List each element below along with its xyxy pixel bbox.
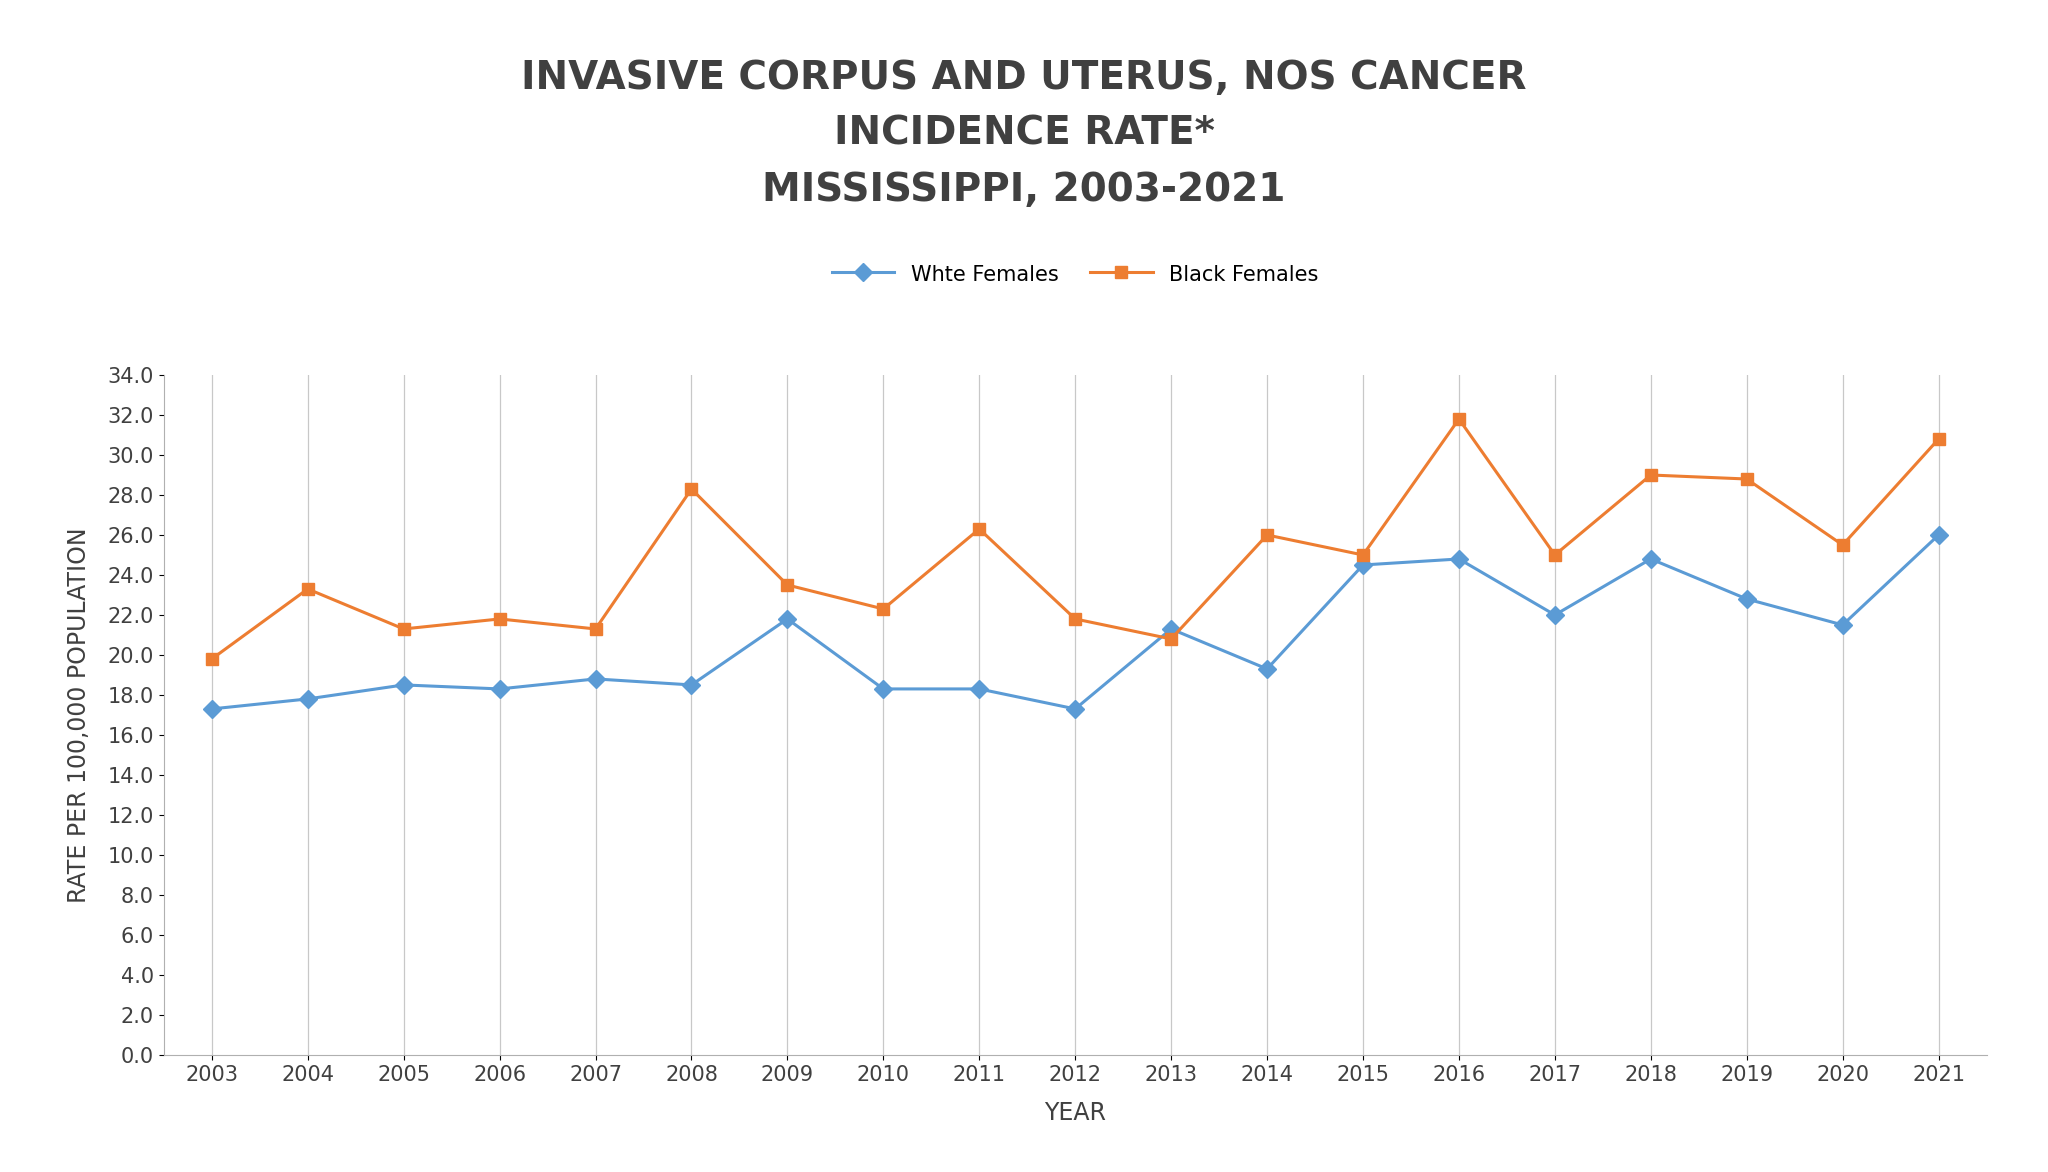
Y-axis label: RATE PER 100,000 POPULATION: RATE PER 100,000 POPULATION — [68, 527, 90, 902]
Black Females — [1255, 527, 1280, 541]
Whte Females — [487, 682, 512, 696]
Whte Females — [1927, 527, 1952, 541]
Black Females — [1446, 413, 1470, 427]
Black Females — [774, 578, 799, 592]
Whte Females — [1542, 608, 1567, 622]
Black Females — [1159, 632, 1184, 646]
Whte Females — [680, 677, 705, 691]
Whte Females — [1352, 558, 1376, 572]
Whte Females — [199, 702, 223, 716]
Black Females — [1352, 548, 1376, 563]
Black Females — [967, 522, 991, 536]
Whte Females — [1831, 618, 1855, 632]
Black Females — [870, 602, 895, 616]
Line: Whte Females: Whte Females — [205, 529, 1946, 715]
Black Females — [1927, 432, 1952, 447]
X-axis label: YEAR: YEAR — [1044, 1102, 1106, 1125]
Black Females — [584, 622, 608, 636]
Whte Females — [1159, 622, 1184, 636]
Whte Females — [1735, 592, 1759, 606]
Whte Females — [967, 682, 991, 696]
Whte Females — [1255, 662, 1280, 676]
Whte Females — [584, 672, 608, 686]
Whte Females — [391, 677, 416, 691]
Whte Females — [1063, 702, 1087, 716]
Text: INVASIVE CORPUS AND UTERUS, NOS CANCER
INCIDENCE RATE*
MISSISSIPPI, 2003-2021: INVASIVE CORPUS AND UTERUS, NOS CANCER I… — [522, 59, 1526, 209]
Black Females — [1831, 538, 1855, 552]
Whte Females — [774, 612, 799, 626]
Black Females — [1542, 548, 1567, 563]
Whte Females — [1446, 552, 1470, 566]
Black Females — [680, 482, 705, 496]
Black Females — [1063, 612, 1087, 626]
Whte Females — [1638, 552, 1663, 566]
Whte Females — [870, 682, 895, 696]
Legend: Whte Females, Black Females: Whte Females, Black Females — [831, 263, 1319, 285]
Black Females — [391, 622, 416, 636]
Black Females — [199, 652, 223, 666]
Line: Black Females: Black Females — [205, 413, 1946, 666]
Black Females — [295, 582, 319, 597]
Black Females — [1735, 472, 1759, 486]
Black Females — [487, 612, 512, 626]
Black Females — [1638, 468, 1663, 482]
Whte Females — [295, 691, 319, 706]
